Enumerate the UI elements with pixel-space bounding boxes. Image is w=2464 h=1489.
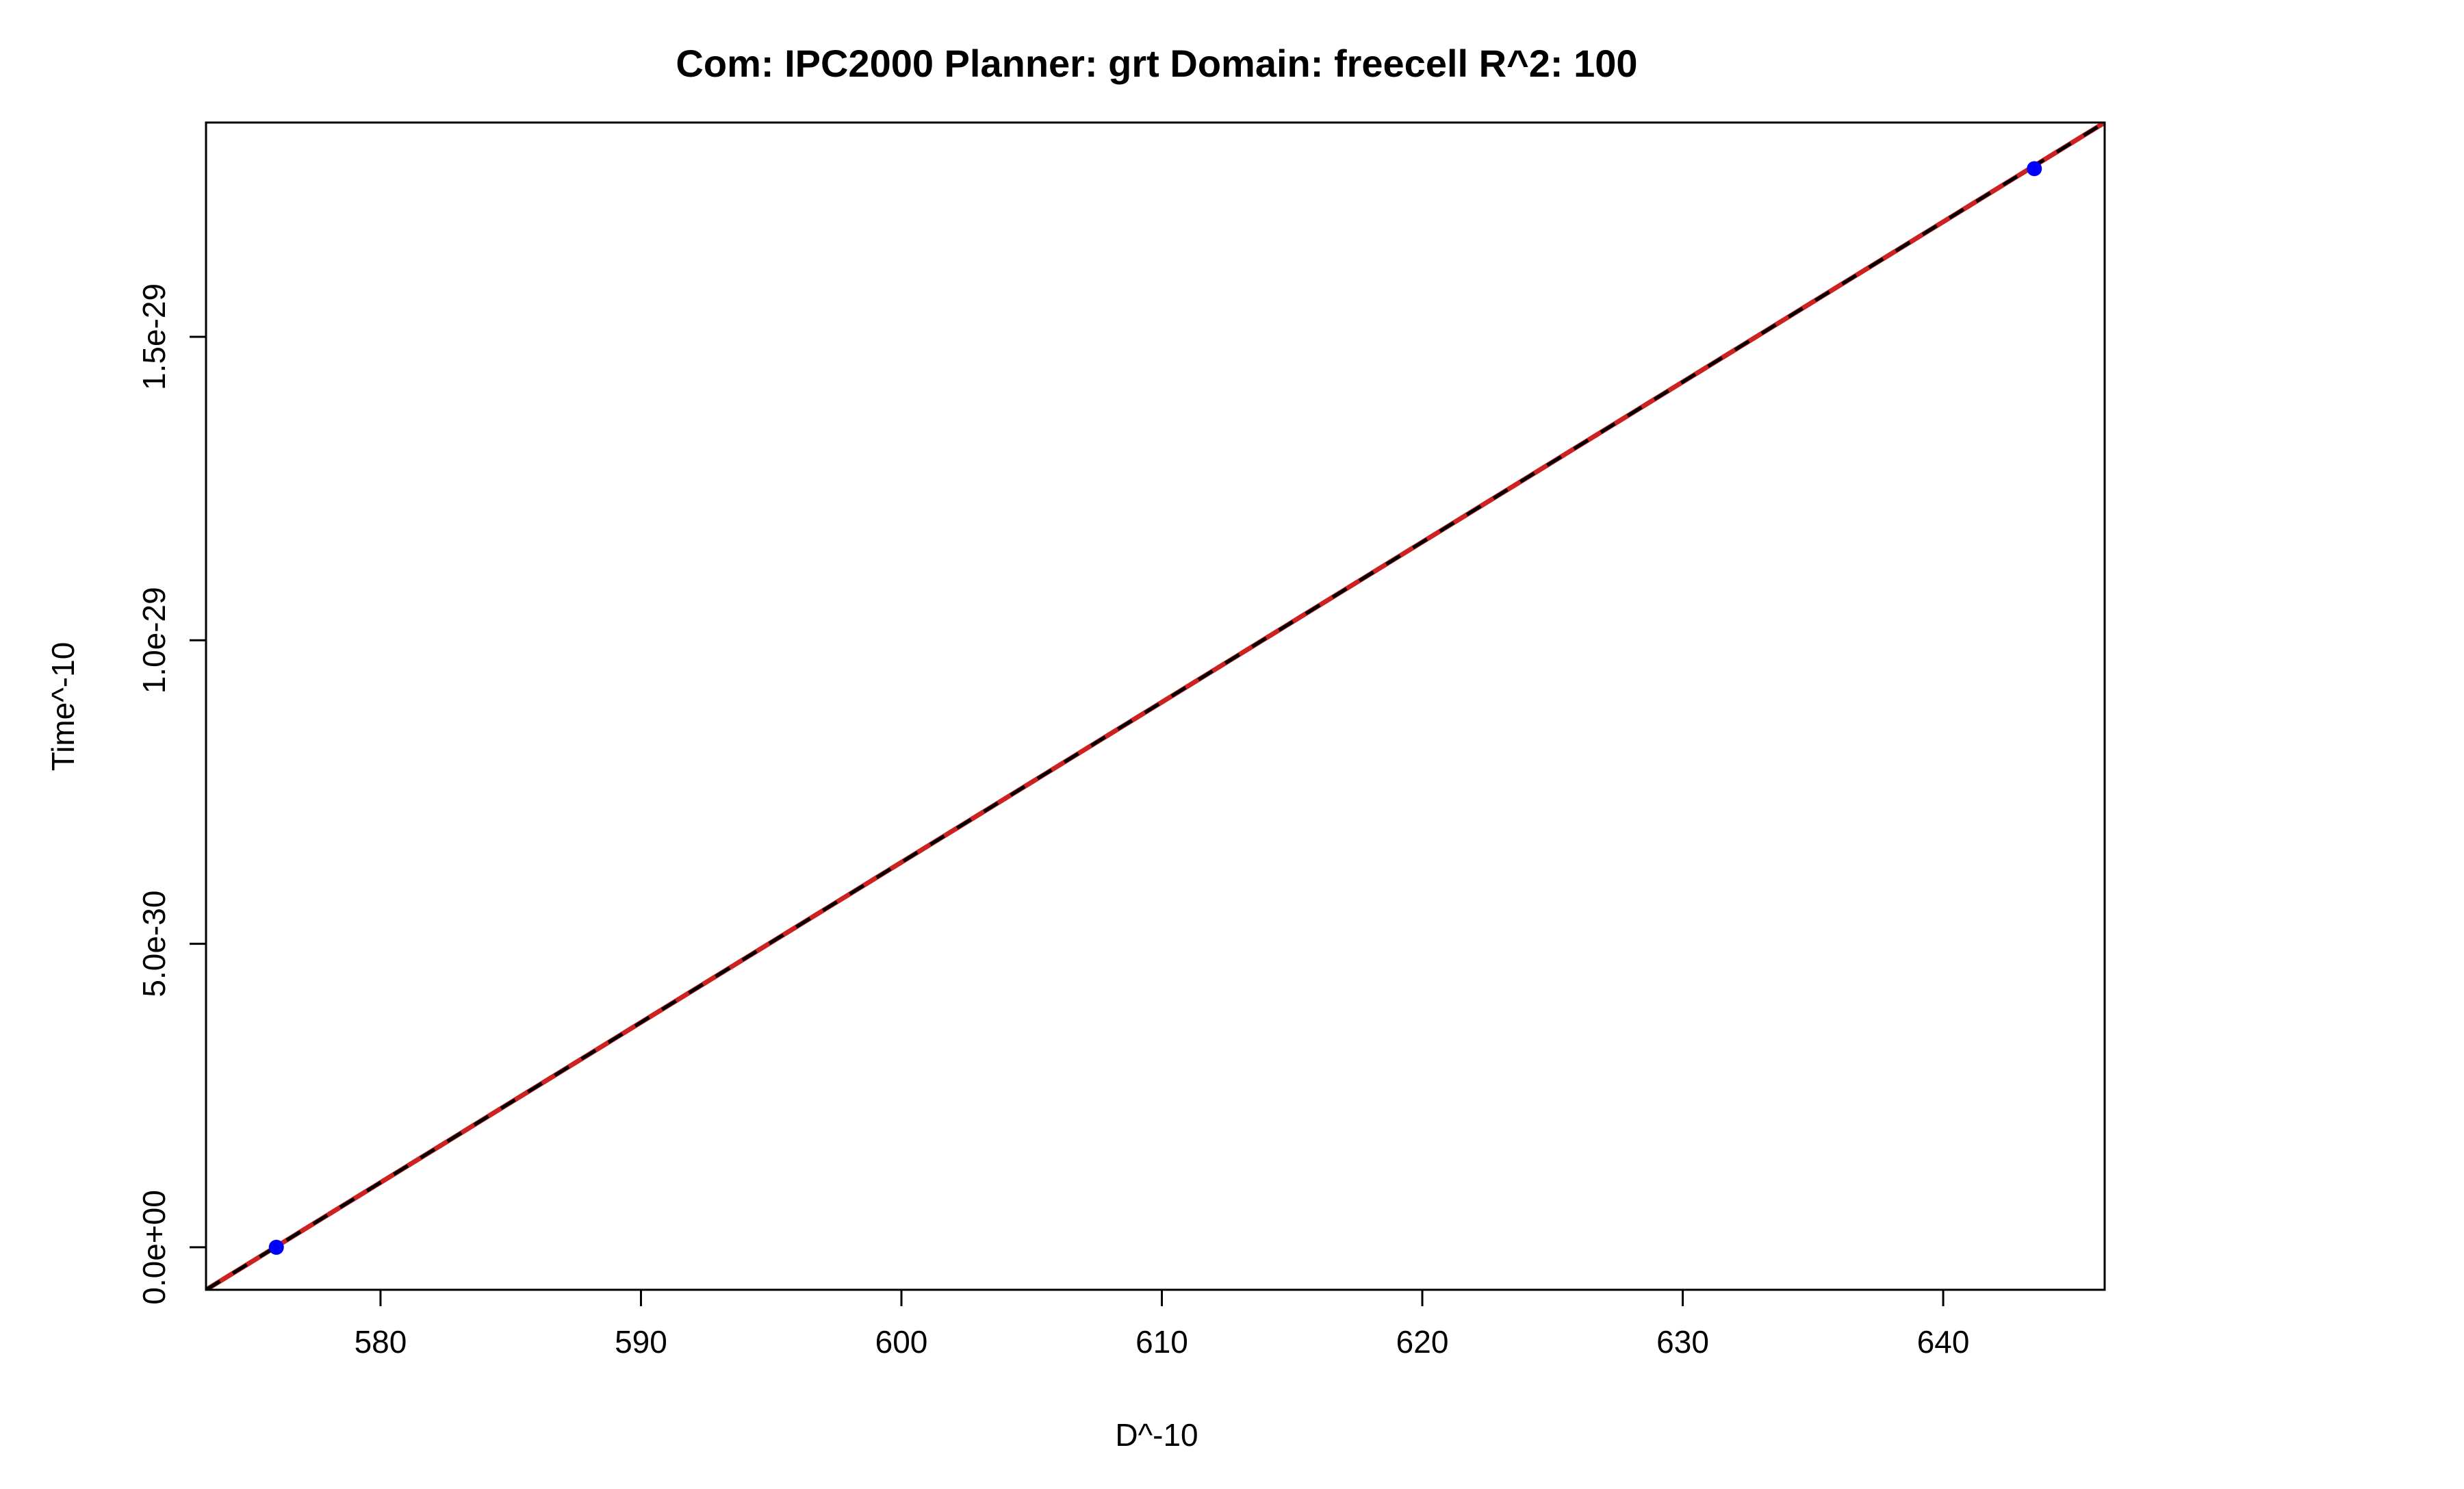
y-tick-label-1.5e-29: 1.5e-29 [136, 283, 172, 390]
x-tick-label-590: 590 [615, 1324, 667, 1360]
x-tick-label-640: 640 [1917, 1324, 1970, 1360]
y-axis-label: Time^-10 [45, 642, 81, 772]
x-tick-label-610: 610 [1135, 1324, 1188, 1360]
y-axis: 0.0e+00 5.0e-30 1.0e-29 1.5e-29 [136, 283, 206, 1305]
x-tick-label-630: 630 [1656, 1324, 1709, 1360]
x-axis: 580 590 600 610 620 630 640 [355, 1290, 1970, 1360]
reference-line-dashed [206, 123, 2105, 1290]
y-tick-label-1.0e-29: 1.0e-29 [136, 587, 172, 693]
x-tick-label-620: 620 [1396, 1324, 1449, 1360]
data-point-2 [2027, 161, 2042, 177]
x-tick-label-580: 580 [355, 1324, 407, 1360]
chart-title: Com: IPC2000 Planner: grt Domain: freece… [676, 42, 1637, 85]
plot-content [206, 123, 2105, 1290]
x-tick-label-600: 600 [875, 1324, 928, 1360]
y-tick-label-5.0e-30: 5.0e-30 [136, 891, 172, 997]
x-axis-label: D^-10 [1115, 1417, 1198, 1453]
plot-frame [205, 121, 2106, 1291]
data-point-1 [268, 1239, 284, 1255]
y-tick-label-0.0e+00: 0.0e+00 [136, 1190, 172, 1305]
